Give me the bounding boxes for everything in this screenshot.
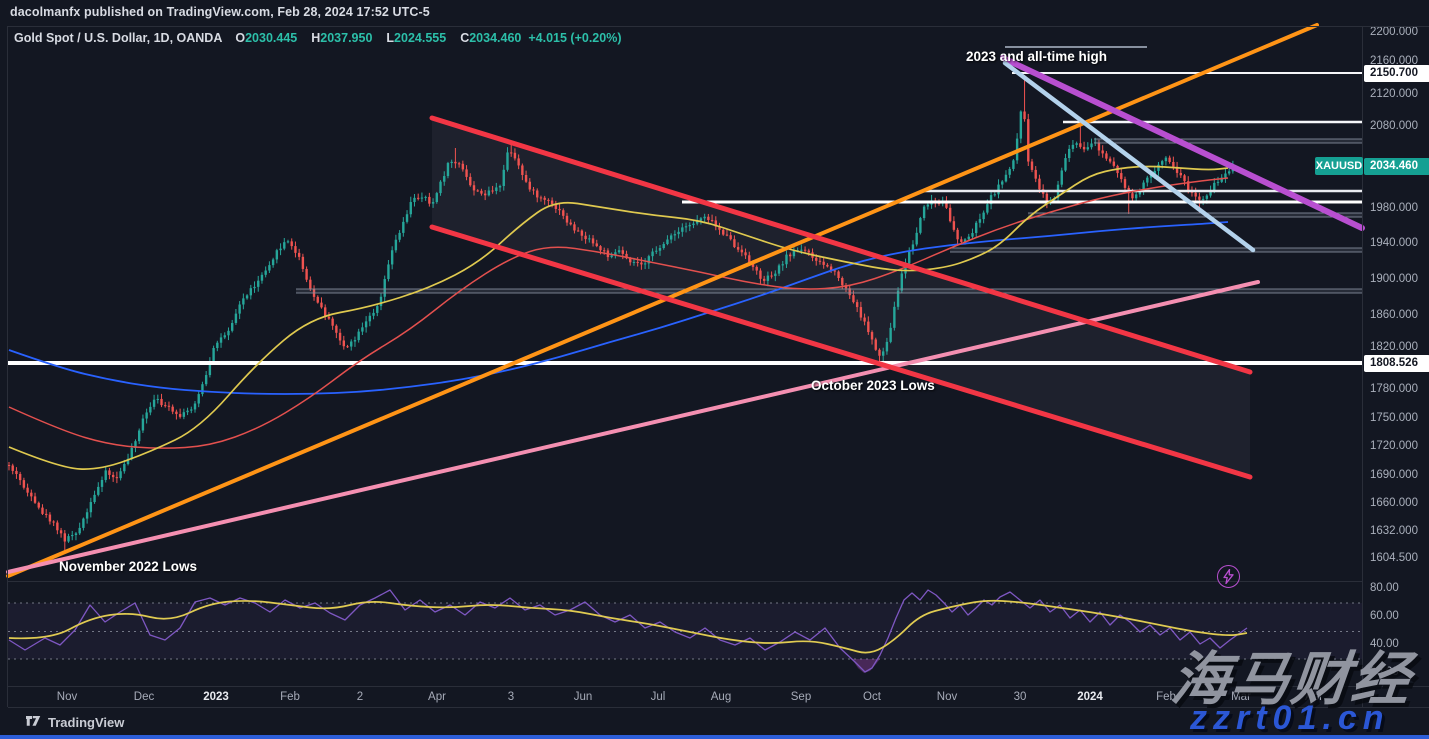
price-axis-label: 1660.000 xyxy=(1370,497,1418,509)
level-price-label: 2150.700 xyxy=(1364,64,1429,82)
price-axis-label: 1690.000 xyxy=(1370,469,1418,481)
time-axis-label: Apr xyxy=(1305,691,1323,703)
price-change: +4.015 (+0.20%) xyxy=(528,31,622,45)
time-axis-label: Sep xyxy=(790,691,812,703)
price-axis[interactable]: 2200.000 2160.000 2150.700 2120.000 2080.000… xyxy=(1364,26,1429,686)
price-axis-label: 1860.000 xyxy=(1370,309,1418,321)
time-axis-label: 2024 xyxy=(1077,691,1103,703)
price-axis-label: 1750.000 xyxy=(1370,412,1418,424)
price-axis-label: 1604.500 xyxy=(1370,552,1418,564)
price-axis-label: 2200.000 xyxy=(1370,26,1418,38)
chart-top-border xyxy=(8,26,1429,27)
ohlc-high-key: H xyxy=(311,31,321,45)
chart-bottom-border xyxy=(8,707,1429,708)
price-axis-label: 40.00 xyxy=(1370,638,1399,650)
time-axis-label: Aug xyxy=(710,691,732,703)
time-axis-border xyxy=(8,686,1429,687)
time-axis-label: 2 xyxy=(356,691,364,703)
time-axis-label: 30 xyxy=(1013,691,1027,703)
tradingview-brand[interactable]: TradingView xyxy=(48,715,125,730)
lightning-icon xyxy=(1223,569,1234,584)
time-axis-label: Jul xyxy=(650,691,666,703)
price-axis-label: 2120.000 xyxy=(1370,88,1418,100)
ohlc-close-key: C xyxy=(460,31,470,45)
time-axis-label: Oct xyxy=(863,691,881,703)
last-price-label: 2034.460 xyxy=(1364,157,1429,175)
pane-separator[interactable] xyxy=(8,581,1362,582)
publish-header-text: dacolmanfx published on TradingView.com,… xyxy=(10,5,430,19)
level-price-label: 1808.526 xyxy=(1364,354,1429,372)
ohlc-low-value: 2024.555 xyxy=(394,31,447,45)
ohlc-close-value: 2034.460 xyxy=(469,31,522,45)
price-axis-label: 1720.000 xyxy=(1370,440,1418,452)
price-axis-label: 1780.000 xyxy=(1370,383,1418,395)
price-axis-label: 60.00 xyxy=(1370,610,1399,622)
time-axis[interactable]: Nov Dec 2023 Feb 2 Apr 3 Jun Jul Aug Sep Oct Nov 30 20… xyxy=(8,687,1362,707)
ohlc-high-value: 2037.950 xyxy=(320,31,373,45)
ohlc-low-key: L xyxy=(386,31,395,45)
price-axis-label: 2080.000 xyxy=(1370,120,1418,132)
time-axis-label: Dec xyxy=(133,691,155,703)
symbol-title[interactable]: Gold Spot / U.S. Dollar, 1D, OANDA xyxy=(14,31,223,45)
time-axis-label: 2023 xyxy=(203,691,229,703)
time-axis-label: Feb xyxy=(280,691,300,703)
chart-left-border xyxy=(7,26,8,707)
time-axis-label: Nov xyxy=(936,691,958,703)
price-axis-label: 1940.000 xyxy=(1370,237,1418,249)
tradingview-logo-icon[interactable] xyxy=(26,716,45,734)
ohlc-open-key: O xyxy=(235,31,246,45)
annotation-nov-lows: November 2022 Lows xyxy=(59,559,198,574)
price-axis-label: 80.00 xyxy=(1370,582,1399,594)
symbol-legend: Gold Spot / U.S. Dollar, 1D, OANDA O2030.… xyxy=(14,31,628,45)
watermark-url: zzrt01.cn xyxy=(1190,699,1390,737)
time-axis-label: Feb xyxy=(1156,691,1176,703)
bottom-blue-strip xyxy=(0,735,1429,739)
boost-button[interactable] xyxy=(1217,565,1240,588)
annotation-ath: 2023 and all-time high xyxy=(966,49,1108,64)
symbol-flag-label: XAUUSD xyxy=(1315,160,1363,172)
publish-header: dacolmanfx published on TradingView.com,… xyxy=(10,5,430,19)
time-axis-label: Apr xyxy=(428,691,446,703)
price-axis-divider[interactable] xyxy=(1362,26,1363,707)
time-axis-label: Mar xyxy=(1231,691,1251,703)
symbol-price-flag: XAUUSD xyxy=(1315,157,1363,175)
time-axis-label: Nov xyxy=(56,691,78,703)
time-axis-label: 3 xyxy=(507,691,515,703)
annotation-oct-lows: October 2023 Lows xyxy=(811,378,935,393)
price-axis-label: 2160.000 xyxy=(1370,55,1418,67)
price-axis-label: 20.00 xyxy=(1370,666,1399,678)
price-axis-label: 1900.000 xyxy=(1370,273,1418,285)
ohlc-open-value: 2030.445 xyxy=(245,31,298,45)
time-axis-label: Jun xyxy=(573,691,593,703)
price-axis-label: 1980.000 xyxy=(1370,202,1418,214)
price-axis-label: 1632.000 xyxy=(1370,525,1418,537)
price-axis-label: 1820.000 xyxy=(1370,341,1418,353)
